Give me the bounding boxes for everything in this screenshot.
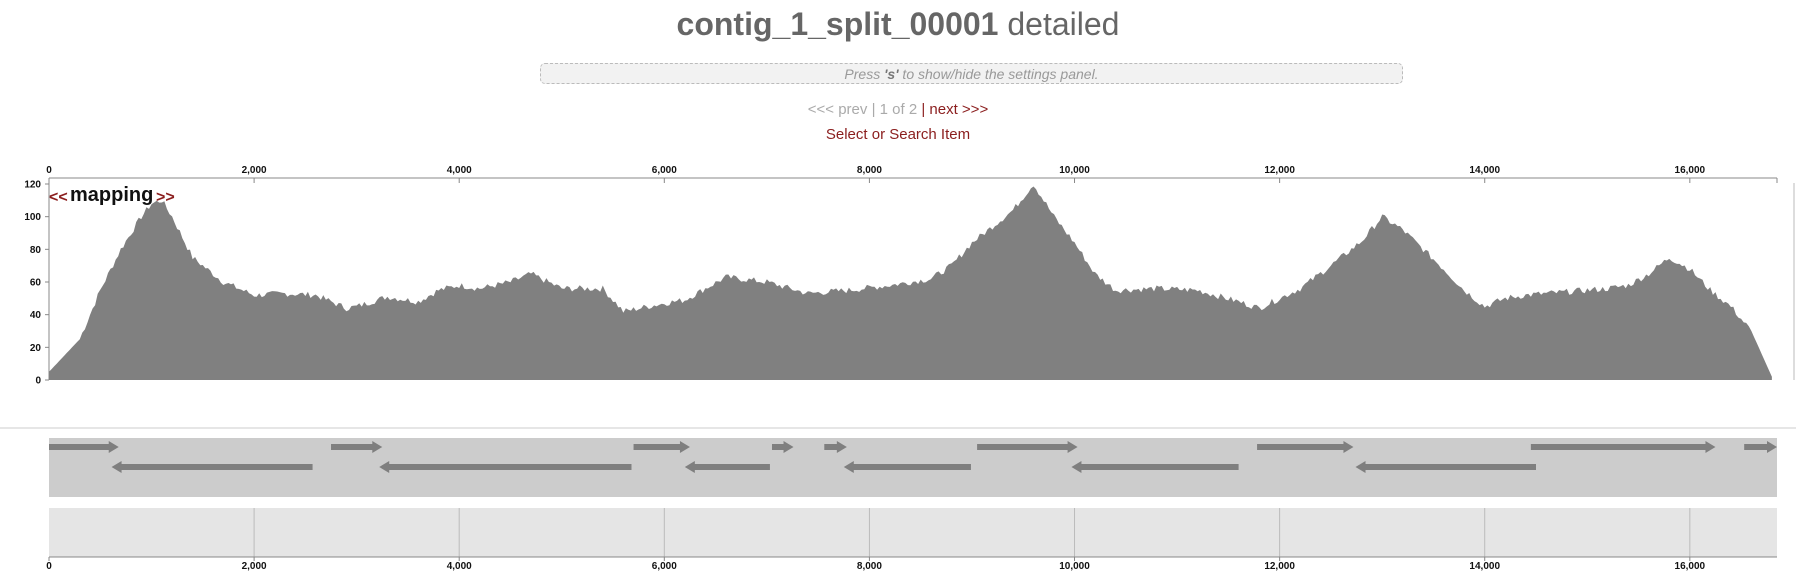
contig-name: contig_1_split_00001 bbox=[676, 6, 999, 42]
x-tick-label: 4,000 bbox=[447, 165, 472, 176]
x-tick-label: 10,000 bbox=[1059, 165, 1090, 176]
pager-separator: | bbox=[867, 101, 880, 118]
gene-forward bbox=[1257, 441, 1354, 453]
gene-forward bbox=[331, 441, 383, 453]
bottom-x-axis: 0 2,000 4,000 6,000 8,000 10,000 12,000 14,000 1… bbox=[46, 556, 1777, 572]
y-tick-label: 60 bbox=[30, 278, 42, 289]
y-tick-label: 20 bbox=[30, 343, 42, 354]
gene-reverse bbox=[684, 461, 770, 473]
bottom-tick-label: 8,000 bbox=[857, 561, 882, 572]
track-prev-arrow[interactable]: << bbox=[49, 189, 68, 206]
track-next-arrow[interactable]: >> bbox=[156, 189, 175, 206]
page-title: contig_1_split_00001 detailed bbox=[0, 6, 1796, 43]
settings-hint-suffix: to show/hide the settings panel. bbox=[898, 66, 1099, 82]
page-position: 1 of 2 bbox=[879, 101, 918, 118]
pager: <<< prev | 1 of 2 | next >>> bbox=[0, 101, 1796, 118]
x-tick-label: 8,000 bbox=[857, 165, 882, 176]
bottom-tick-label: 0 bbox=[46, 561, 52, 572]
gene-forward bbox=[1530, 441, 1716, 453]
coverage-area bbox=[49, 186, 1772, 380]
gene-forward bbox=[633, 441, 690, 453]
x-tick-label: 6,000 bbox=[652, 165, 677, 176]
x-tick-label: 14,000 bbox=[1469, 165, 1500, 176]
title-suffix: detailed bbox=[998, 6, 1120, 42]
bottom-tick-label: 4,000 bbox=[447, 561, 472, 572]
y-tick-label: 0 bbox=[35, 376, 41, 387]
prev-link[interactable]: <<< prev bbox=[807, 101, 868, 118]
gene-arrows bbox=[49, 441, 1777, 473]
y-tick-label: 80 bbox=[30, 245, 42, 256]
gene-reverse bbox=[1355, 461, 1537, 473]
x-tick-label: 16,000 bbox=[1675, 165, 1706, 176]
navigation-grid bbox=[253, 508, 1691, 557]
pager-separator-2: | bbox=[917, 101, 930, 118]
bottom-tick-label: 2,000 bbox=[242, 561, 267, 572]
bottom-tick-label: 14,000 bbox=[1469, 561, 1500, 572]
gene-reverse bbox=[1071, 461, 1239, 473]
bottom-tick-label: 12,000 bbox=[1264, 561, 1295, 572]
x-tick-label: 12,000 bbox=[1264, 165, 1295, 176]
navigation-track[interactable] bbox=[49, 508, 1777, 557]
select-or-search-link[interactable]: Select or Search Item bbox=[825, 126, 971, 143]
gene-forward bbox=[824, 441, 847, 453]
y-tick-label: 100 bbox=[24, 212, 41, 223]
settings-hint-prefix: Press bbox=[844, 66, 885, 82]
gene-forward bbox=[1744, 441, 1777, 453]
y-tick-label: 120 bbox=[24, 180, 41, 191]
y-axis: 0 20 40 60 80 100 120 bbox=[24, 180, 50, 387]
y-tick-label: 40 bbox=[30, 310, 42, 321]
settings-key: 's' bbox=[884, 66, 899, 82]
gene-reverse bbox=[379, 461, 632, 473]
bottom-tick-label: 6,000 bbox=[652, 561, 677, 572]
bottom-tick-label: 16,000 bbox=[1675, 561, 1706, 572]
x-tick-label: 0 bbox=[46, 165, 52, 176]
track-name: mapping bbox=[70, 184, 153, 206]
next-link[interactable]: next >>> bbox=[929, 101, 989, 118]
bottom-tick-label: 10,000 bbox=[1059, 561, 1090, 572]
gene-forward bbox=[49, 441, 119, 453]
gene-forward bbox=[771, 441, 794, 453]
x-tick-label: 2,000 bbox=[242, 165, 267, 176]
gene-reverse bbox=[843, 461, 971, 473]
top-x-axis: 0 2,000 4,000 6,000 8,000 10,000 12,000 14,000 1… bbox=[46, 165, 1778, 183]
gene-forward bbox=[977, 441, 1078, 453]
gene-reverse bbox=[111, 461, 313, 473]
settings-panel-hint[interactable]: Press 's' to show/hide the settings pane… bbox=[540, 63, 1403, 84]
